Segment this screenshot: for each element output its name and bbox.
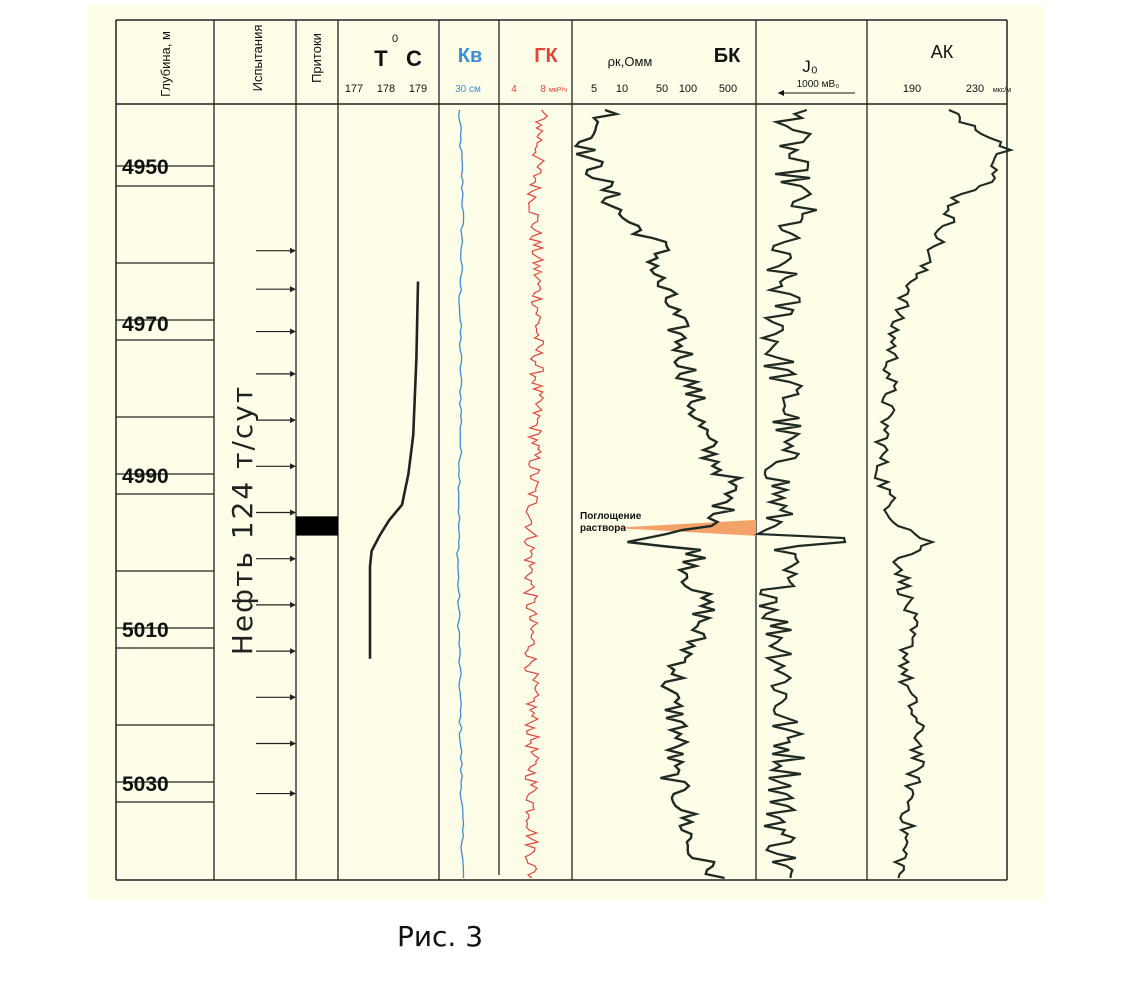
test-arrow	[256, 328, 296, 335]
kv-title: Кв	[458, 45, 483, 67]
ak-title: АК	[931, 42, 954, 62]
chart-frame	[115, 19, 1008, 881]
oil-annotation: Нефть 124 т/сут	[226, 385, 259, 655]
bk-tick-50: 50	[656, 83, 668, 95]
figure-caption: Рис. 3	[396, 920, 484, 953]
gk-tick-8: 8	[540, 84, 546, 95]
bk-curve	[573, 108, 746, 880]
temperature-unit: С	[406, 46, 422, 71]
j0-title: J₀	[802, 57, 818, 76]
depth-label-4990: 4990	[122, 465, 169, 488]
test-arrow	[256, 509, 296, 516]
ak-unit: мкс/м	[993, 87, 1011, 94]
test-arrow	[256, 370, 296, 377]
test-arrow	[256, 648, 296, 655]
ak-tick-190: 190	[903, 83, 921, 95]
bk-tick-100: 100	[679, 83, 697, 95]
bk-param: ρк,Омм	[608, 54, 653, 69]
test-arrow	[256, 463, 296, 470]
gk-title: ГК	[534, 45, 558, 67]
absorption-marker	[612, 519, 756, 536]
kv-curve	[456, 109, 465, 878]
bk-tick-500: 500	[719, 83, 737, 95]
gk-tick-4: 4	[511, 84, 517, 95]
test-arrow	[256, 740, 296, 747]
test-arrow	[256, 417, 296, 424]
gk-curve	[522, 109, 549, 879]
test-arrow	[256, 286, 296, 293]
test-arrow	[256, 247, 296, 254]
test-arrows	[256, 247, 296, 797]
absorption-label-line1: Поглощение	[580, 511, 642, 522]
temperature-superscript: 0	[392, 33, 398, 45]
bk-tick-10: 10	[616, 83, 628, 95]
test-arrow	[256, 790, 296, 797]
gk-unit: мкР/ч	[549, 87, 567, 94]
temperature-tick-178: 178	[377, 83, 395, 95]
kv-scale-label: 30 см	[455, 84, 481, 95]
ak-tick-230: 230	[966, 83, 984, 95]
depth-label-5030: 5030	[122, 773, 169, 796]
inflows-track-label: Притоки	[309, 33, 324, 83]
temperature-tick-179: 179	[409, 83, 427, 95]
j0-scale-label: 1000 мВ₀	[797, 79, 840, 90]
bk-title: БК	[714, 45, 741, 67]
inflow-interval	[296, 516, 338, 536]
j0-scale-arrow	[778, 90, 855, 96]
j0-curve	[753, 108, 847, 879]
test-arrow	[256, 555, 296, 562]
absorption-label-line2: раствора	[580, 523, 626, 534]
bk-tick-5: 5	[591, 83, 597, 95]
temperature-curve	[368, 281, 420, 659]
test-arrow	[256, 601, 296, 608]
depth-label-4970: 4970	[122, 313, 169, 336]
ak-curve	[873, 109, 1015, 879]
depth-label-5010: 5010	[122, 619, 169, 642]
temperature-title: Т	[374, 46, 388, 71]
depth-axis-label: Глубина, м	[158, 31, 173, 97]
test-arrow	[256, 694, 296, 701]
depth-label-4950: 4950	[122, 156, 169, 179]
temperature-tick-177: 177	[345, 83, 363, 95]
tests-track-label: Испытания	[250, 25, 265, 92]
